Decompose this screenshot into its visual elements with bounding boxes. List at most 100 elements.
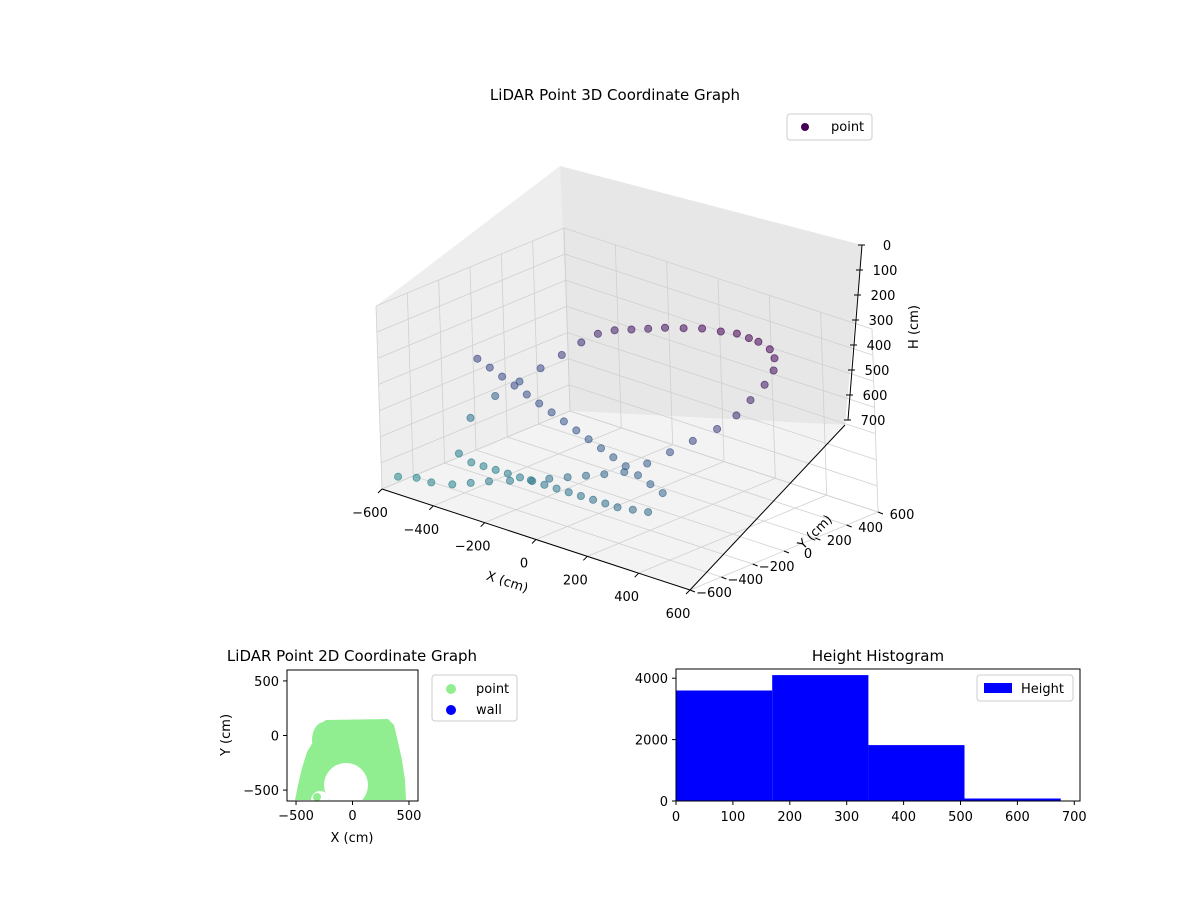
z-axis-line — [847, 244, 863, 421]
y-tick-label-3d: 0 — [804, 547, 812, 562]
plot-2d-area — [295, 719, 406, 801]
scatter-point-3d — [576, 491, 585, 500]
grid-back-h — [563, 227, 873, 330]
point-cloud-2d-blob — [312, 722, 336, 758]
x-tick-label-3d: 200 — [563, 573, 588, 588]
plot-2d-title: LiDAR Point 2D Coordinate Graph — [227, 647, 477, 665]
scatter-point-3d — [688, 436, 697, 445]
z-tick-label-3d: 400 — [867, 339, 892, 354]
grid-side-h — [376, 253, 566, 333]
x-tick-label-3d: 400 — [614, 590, 639, 605]
scatter-point-3d — [448, 480, 457, 489]
z-tick-label-3d: 300 — [869, 314, 894, 329]
histogram-bars — [676, 675, 1061, 801]
grid-back-x — [717, 278, 725, 462]
scatter-point-3d — [564, 488, 573, 497]
scatter-point-3d — [744, 334, 753, 343]
scatter-point-3d — [769, 366, 778, 375]
grid-side-h — [380, 358, 569, 438]
histogram-title: Height Histogram — [812, 647, 944, 665]
x-tick-3d — [428, 505, 434, 511]
x-tick-3d — [634, 572, 640, 578]
scatter-point-3d — [584, 435, 593, 444]
x-axis-label-3d: X (cm) — [484, 569, 530, 597]
y-tick-label-3d: −600 — [696, 586, 732, 601]
scatter-point-3d — [770, 354, 779, 363]
scatter-point-3d — [634, 471, 643, 480]
scatter-point-3d — [765, 345, 774, 354]
scatter-point-3d — [528, 477, 537, 486]
grid-back-x — [871, 328, 879, 513]
scatter-point-3d — [479, 462, 488, 471]
scatter-point-3d — [658, 489, 667, 498]
scatter-point-3d — [732, 329, 741, 338]
y-tick-3d — [752, 563, 758, 567]
scatter-point-3d — [516, 473, 525, 482]
scatter-point-3d — [643, 459, 652, 468]
y-tick-label-hist: 2000 — [635, 734, 668, 749]
grid-side-y — [406, 292, 414, 477]
point-cloud-2d-gap — [311, 791, 329, 801]
y-tick-label-3d: −200 — [759, 560, 795, 575]
x-tick-label-hist: 500 — [948, 810, 973, 825]
scatter-point-3d — [454, 449, 463, 458]
grid-back-h — [564, 253, 873, 356]
x-tick-label-hist: 200 — [777, 810, 802, 825]
x-tick-label-2d: 0 — [348, 809, 356, 824]
legend-histogram: Height — [976, 674, 1074, 702]
scatter-point-3d — [621, 462, 630, 471]
scatter-point-3d — [552, 484, 561, 493]
scatter-point-3d — [600, 470, 609, 479]
y-tick-label-2d: 500 — [254, 675, 279, 690]
scatter-point-3d — [644, 508, 653, 517]
scatter-point-3d — [491, 465, 500, 474]
scatter-point-3d — [610, 326, 619, 335]
scatter-point-3d — [510, 381, 519, 390]
scatter-point-3d — [427, 478, 436, 487]
grid-side-y — [438, 279, 446, 464]
plot-3d: LiDAR Point 3D Coordinate Graph −600−400… — [352, 86, 922, 622]
grid-side-h — [375, 227, 565, 307]
grid-side-y — [532, 240, 540, 425]
y-axis-label-2d: Y (cm) — [219, 714, 234, 757]
z-axis-label-3d: H (cm) — [907, 305, 922, 349]
scatter-point-3d — [484, 477, 493, 486]
legend-histogram-frame — [976, 674, 1074, 702]
x-tick-3d — [531, 539, 537, 544]
x-tick-label-3d: −200 — [455, 540, 491, 555]
back-pane-left — [376, 166, 570, 489]
grid-side-h — [380, 384, 570, 464]
point-cloud-2d-hole — [324, 763, 368, 801]
y-tick-3d — [783, 550, 790, 554]
scatter-point-3d — [746, 396, 755, 405]
y-tick-3d — [721, 576, 727, 580]
scatter-point-3d — [713, 424, 722, 433]
scatter-point-3d — [601, 499, 610, 508]
legend-3d-frame — [786, 113, 873, 141]
scatter-point-3d — [522, 390, 531, 399]
scatter-point-3d — [698, 324, 707, 333]
y-tick-label-3d: −400 — [727, 573, 763, 588]
scatter-point-3d — [732, 411, 741, 420]
y-tick-label-hist: 4000 — [635, 672, 668, 687]
grid-back-h — [569, 384, 878, 487]
scatter-point-3d — [503, 469, 512, 478]
y-axis-line — [689, 424, 846, 591]
legend-3d: point — [786, 113, 873, 141]
ticks-2d: −500 0 500 −500 0 500 — [243, 675, 421, 824]
scatter-point-3d — [628, 505, 637, 514]
scatter-point-3d — [498, 372, 507, 381]
y-tick-3d — [846, 524, 852, 528]
legend-2d-point-marker — [446, 684, 456, 694]
grid-back-x — [614, 244, 622, 428]
scatter-point-3d — [716, 327, 725, 336]
grid-back-h — [567, 332, 876, 434]
histogram-bar — [964, 798, 1061, 801]
scatter-point-3d — [412, 473, 421, 482]
y-tick-3d — [815, 537, 821, 541]
scatter-point-3d — [563, 473, 572, 482]
ticks-histogram: 0 100 200 300 400 500 600 700 0 2000 4000 — [635, 672, 1087, 825]
z-tick-label-3d: 500 — [865, 364, 890, 379]
plot-histogram: Height Histogram 0 100 200 300 400 500 600 7000… — [635, 647, 1087, 825]
